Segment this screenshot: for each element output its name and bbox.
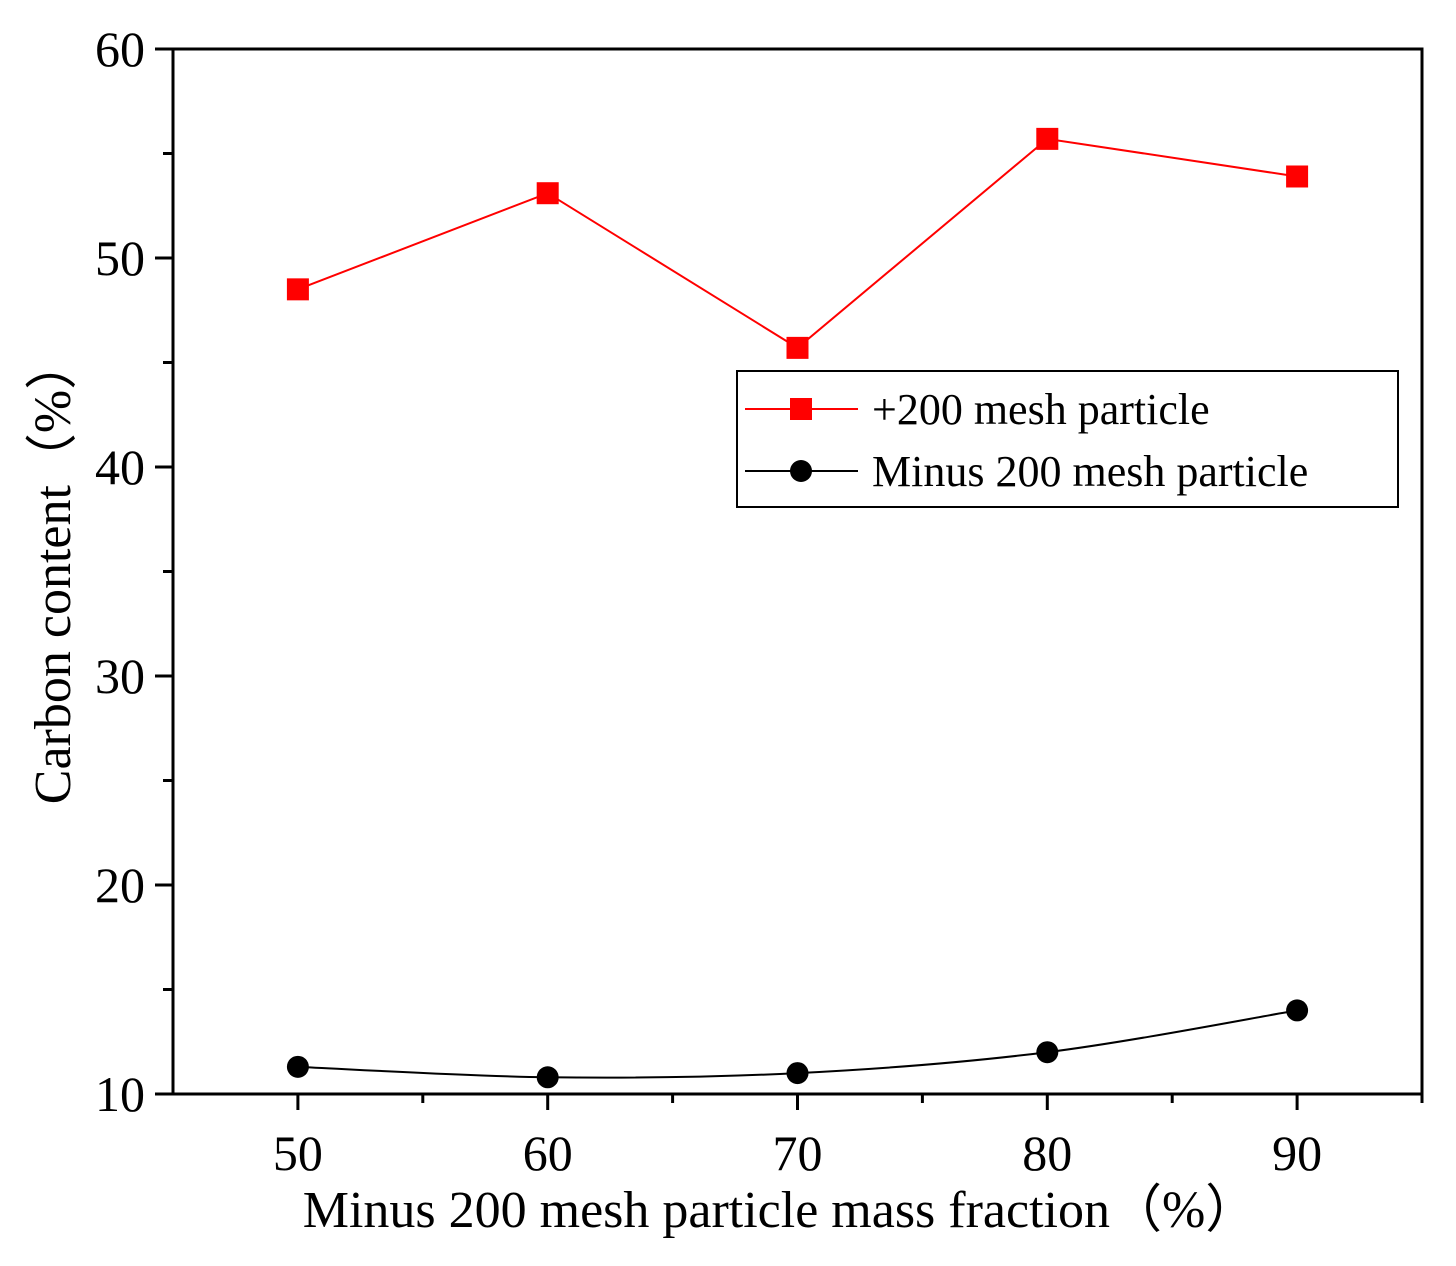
x-tick-label: 50: [273, 1125, 323, 1181]
series-layer: [286, 127, 1309, 1089]
legend-marker: [790, 398, 812, 420]
y-axis: 10 20 30 40 50 60: [95, 21, 173, 1122]
x-tick-label: 90: [1272, 1125, 1322, 1181]
legend-box: [736, 370, 1399, 508]
data-point: [536, 182, 559, 205]
y-tick-label: 60: [95, 21, 145, 77]
legend-label: Minus 200 mesh particle: [872, 447, 1308, 496]
data-point: [536, 1066, 559, 1089]
data-point: [286, 278, 309, 301]
y-tick-label: 10: [95, 1066, 145, 1122]
y-tick-label: 40: [95, 439, 145, 495]
x-axis: 50 60 70 80 90: [273, 1094, 1424, 1181]
legend-marker: [790, 460, 812, 482]
data-point: [1286, 999, 1309, 1022]
y-tick-label: 20: [95, 857, 145, 913]
data-point: [1036, 127, 1059, 150]
legend: +200 mesh particle Minus 200 mesh particl…: [736, 370, 1399, 508]
y-tick-label: 30: [95, 648, 145, 704]
data-point: [1036, 1041, 1059, 1064]
plot-frame: [171, 47, 1424, 1096]
legend-items: +200 mesh particle Minus 200 mesh particl…: [745, 385, 1308, 496]
y-axis-title: Carbon content（%）: [25, 338, 82, 804]
data-point: [1286, 165, 1309, 188]
x-tick-label: 60: [523, 1125, 573, 1181]
y-tick-label: 50: [95, 230, 145, 286]
x-tick-label: 70: [773, 1125, 823, 1181]
x-tick-label: 80: [1022, 1125, 1072, 1181]
data-point: [786, 336, 809, 359]
data-point: [286, 1055, 309, 1078]
x-axis-title: Minus 200 mesh particle mass fraction（%）: [303, 1182, 1258, 1239]
legend-label: +200 mesh particle: [872, 385, 1210, 434]
series-line: [297, 137, 1298, 350]
data-point: [786, 1062, 809, 1085]
